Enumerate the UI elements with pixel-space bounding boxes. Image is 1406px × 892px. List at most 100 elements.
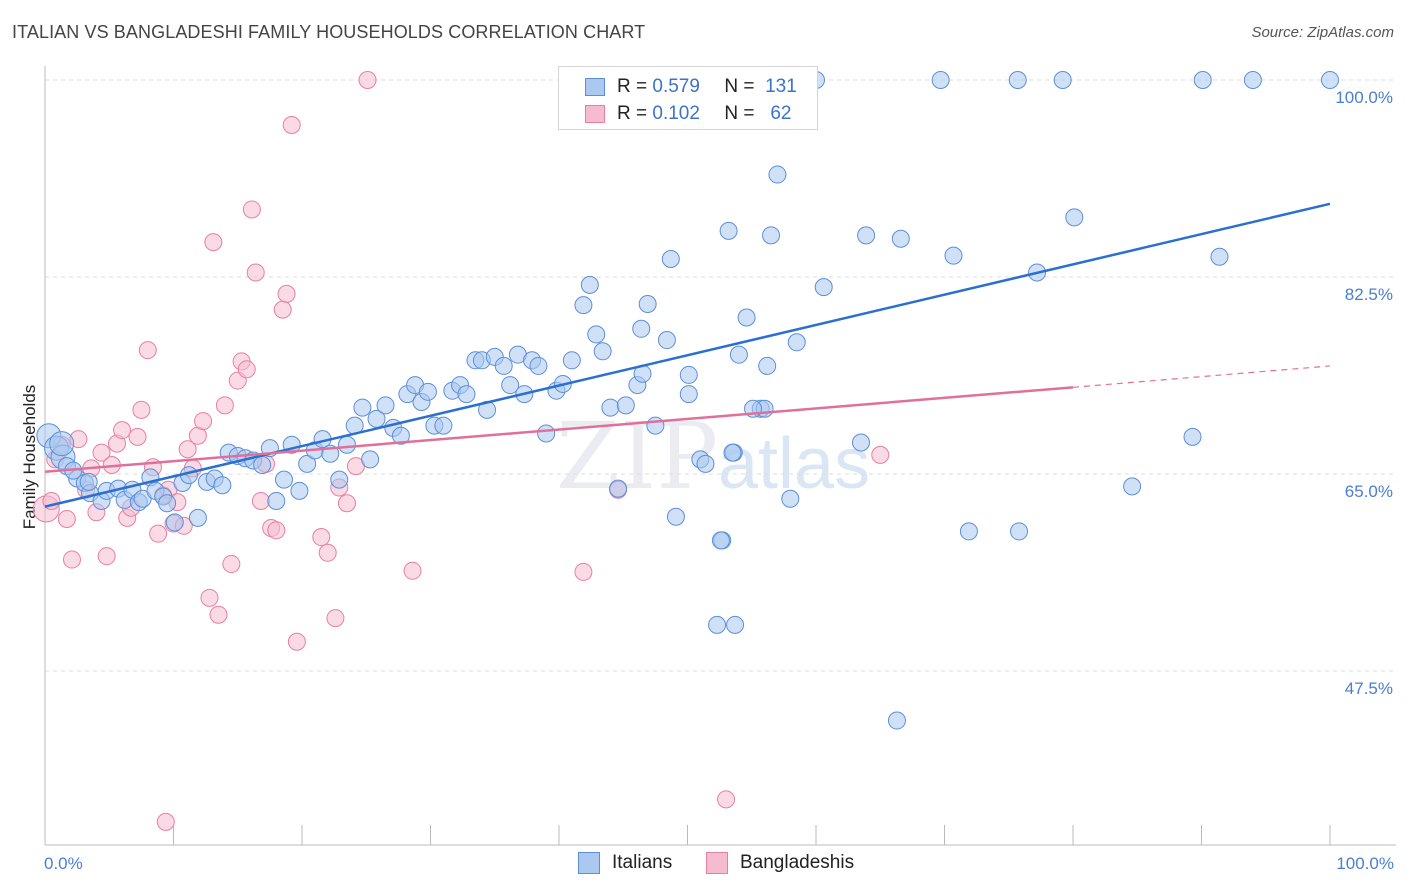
source-credit: Source: ZipAtlas.com: [1251, 24, 1394, 41]
italian-point: [679, 385, 698, 404]
italian-point: [593, 342, 612, 361]
italian-point: [529, 356, 548, 375]
italian-point: [1243, 71, 1262, 89]
italian-point: [290, 481, 309, 500]
italian-point: [376, 396, 395, 415]
bangladeshi-point: [871, 445, 890, 464]
italians-trend-line: [44, 202, 1331, 508]
italian-point: [719, 221, 738, 240]
stats-row-bangladeshis: R = 0.102 N = 62: [585, 100, 791, 128]
italian-points: [36, 71, 1339, 730]
italian-point: [781, 489, 800, 508]
italian-point: [661, 249, 680, 268]
italian-point: [959, 522, 978, 541]
italian-point: [1210, 247, 1229, 266]
italian-point: [158, 494, 177, 513]
bangladeshi-point: [237, 360, 256, 379]
italian-point: [253, 455, 272, 474]
bangladeshi-point: [92, 443, 111, 462]
bangladeshi-point: [337, 494, 356, 513]
italians-n-value: 131: [765, 76, 797, 97]
bangladeshi-point: [277, 284, 296, 303]
italian-point: [601, 398, 620, 417]
italian-point: [361, 450, 380, 469]
italians-n-label: N =: [724, 76, 755, 97]
italian-point: [49, 431, 75, 457]
italian-point: [616, 396, 635, 415]
italian-point: [729, 345, 748, 364]
bangladeshi-point: [194, 412, 213, 431]
italian-point: [1008, 71, 1027, 89]
italian-point: [1183, 427, 1202, 446]
italian-point: [330, 470, 349, 489]
italians-r-label: R =: [617, 76, 648, 97]
axes: [44, 66, 1396, 846]
italian-point: [267, 492, 286, 511]
stats-row-italians: R = 0.579 N = 131: [585, 73, 797, 101]
bangladeshi-point: [215, 396, 234, 415]
x-tick-label-max: 100.0%: [1336, 854, 1394, 873]
bangladeshi-point: [204, 233, 223, 252]
stats-box: R = 0.579 N = 131 R = 0.102 N = 62: [558, 66, 818, 130]
legend-item-bangladeshis[interactable]: Bangladeshis: [706, 852, 854, 874]
bangladeshi-point: [574, 562, 593, 581]
italian-point: [657, 331, 676, 350]
bangladeshi-point: [113, 421, 132, 440]
y-tick-label: 47.5%: [1345, 679, 1393, 698]
bangladeshi-point: [138, 341, 157, 360]
italian-point: [133, 489, 152, 508]
watermark-zip: ZIP: [556, 403, 718, 510]
bangladeshi-point: [717, 790, 736, 809]
italian-point: [768, 165, 787, 184]
x-tick-label-min: 0.0%: [44, 854, 83, 873]
bangladeshis-r-label: R =: [617, 103, 648, 124]
bangladeshi-point: [312, 528, 331, 547]
bangladeshi-point: [132, 400, 151, 419]
italian-point: [501, 376, 520, 395]
bangladeshis-trend-line: [44, 386, 1074, 473]
italian-point: [708, 615, 727, 634]
italian-point: [646, 416, 665, 435]
italian-point: [891, 229, 910, 248]
italian-point: [944, 246, 963, 265]
italian-point: [857, 226, 876, 245]
italian-point: [275, 470, 294, 489]
italian-point: [726, 615, 745, 634]
bangladeshi-point: [149, 524, 168, 543]
legend-italians-swatch: [578, 852, 600, 874]
bangladeshi-point: [222, 555, 241, 574]
bangladeshi-point: [358, 71, 377, 89]
italian-point: [353, 398, 372, 417]
bangladeshi-point: [62, 550, 81, 569]
bangladeshi-point: [246, 263, 265, 282]
bangladeshis-r-value: 0.102: [652, 103, 700, 124]
italian-point: [537, 424, 556, 443]
italian-point: [787, 333, 806, 352]
legend-bangladeshis-label: Bangladeshis: [740, 852, 855, 873]
legend-item-italians[interactable]: Italians: [578, 852, 672, 874]
italian-point: [758, 356, 777, 375]
bangladeshi-point: [209, 605, 228, 624]
italian-point: [1321, 71, 1339, 89]
bangladeshi-point: [403, 561, 422, 580]
italian-point: [213, 476, 232, 495]
bangladeshi-point: [97, 547, 116, 566]
italian-point: [696, 454, 715, 473]
italian-point: [638, 295, 657, 314]
legend-bangladeshis-swatch: [706, 852, 728, 874]
italian-point: [188, 508, 207, 527]
bangladeshi-point: [273, 300, 292, 319]
italian-point: [165, 513, 184, 532]
italian-point: [298, 454, 317, 473]
bangladeshi-point: [326, 609, 345, 628]
trend-lines: [44, 202, 1331, 508]
italian-point: [762, 226, 781, 245]
bangladeshis-swatch: [585, 105, 605, 123]
italian-point: [418, 382, 437, 401]
italian-point: [711, 531, 730, 550]
bangladeshis-n-value: 62: [770, 103, 792, 124]
italian-point: [931, 71, 950, 89]
italian-point: [1065, 208, 1084, 227]
bangladeshis-n-label: N =: [724, 103, 755, 124]
italian-point: [737, 308, 756, 327]
